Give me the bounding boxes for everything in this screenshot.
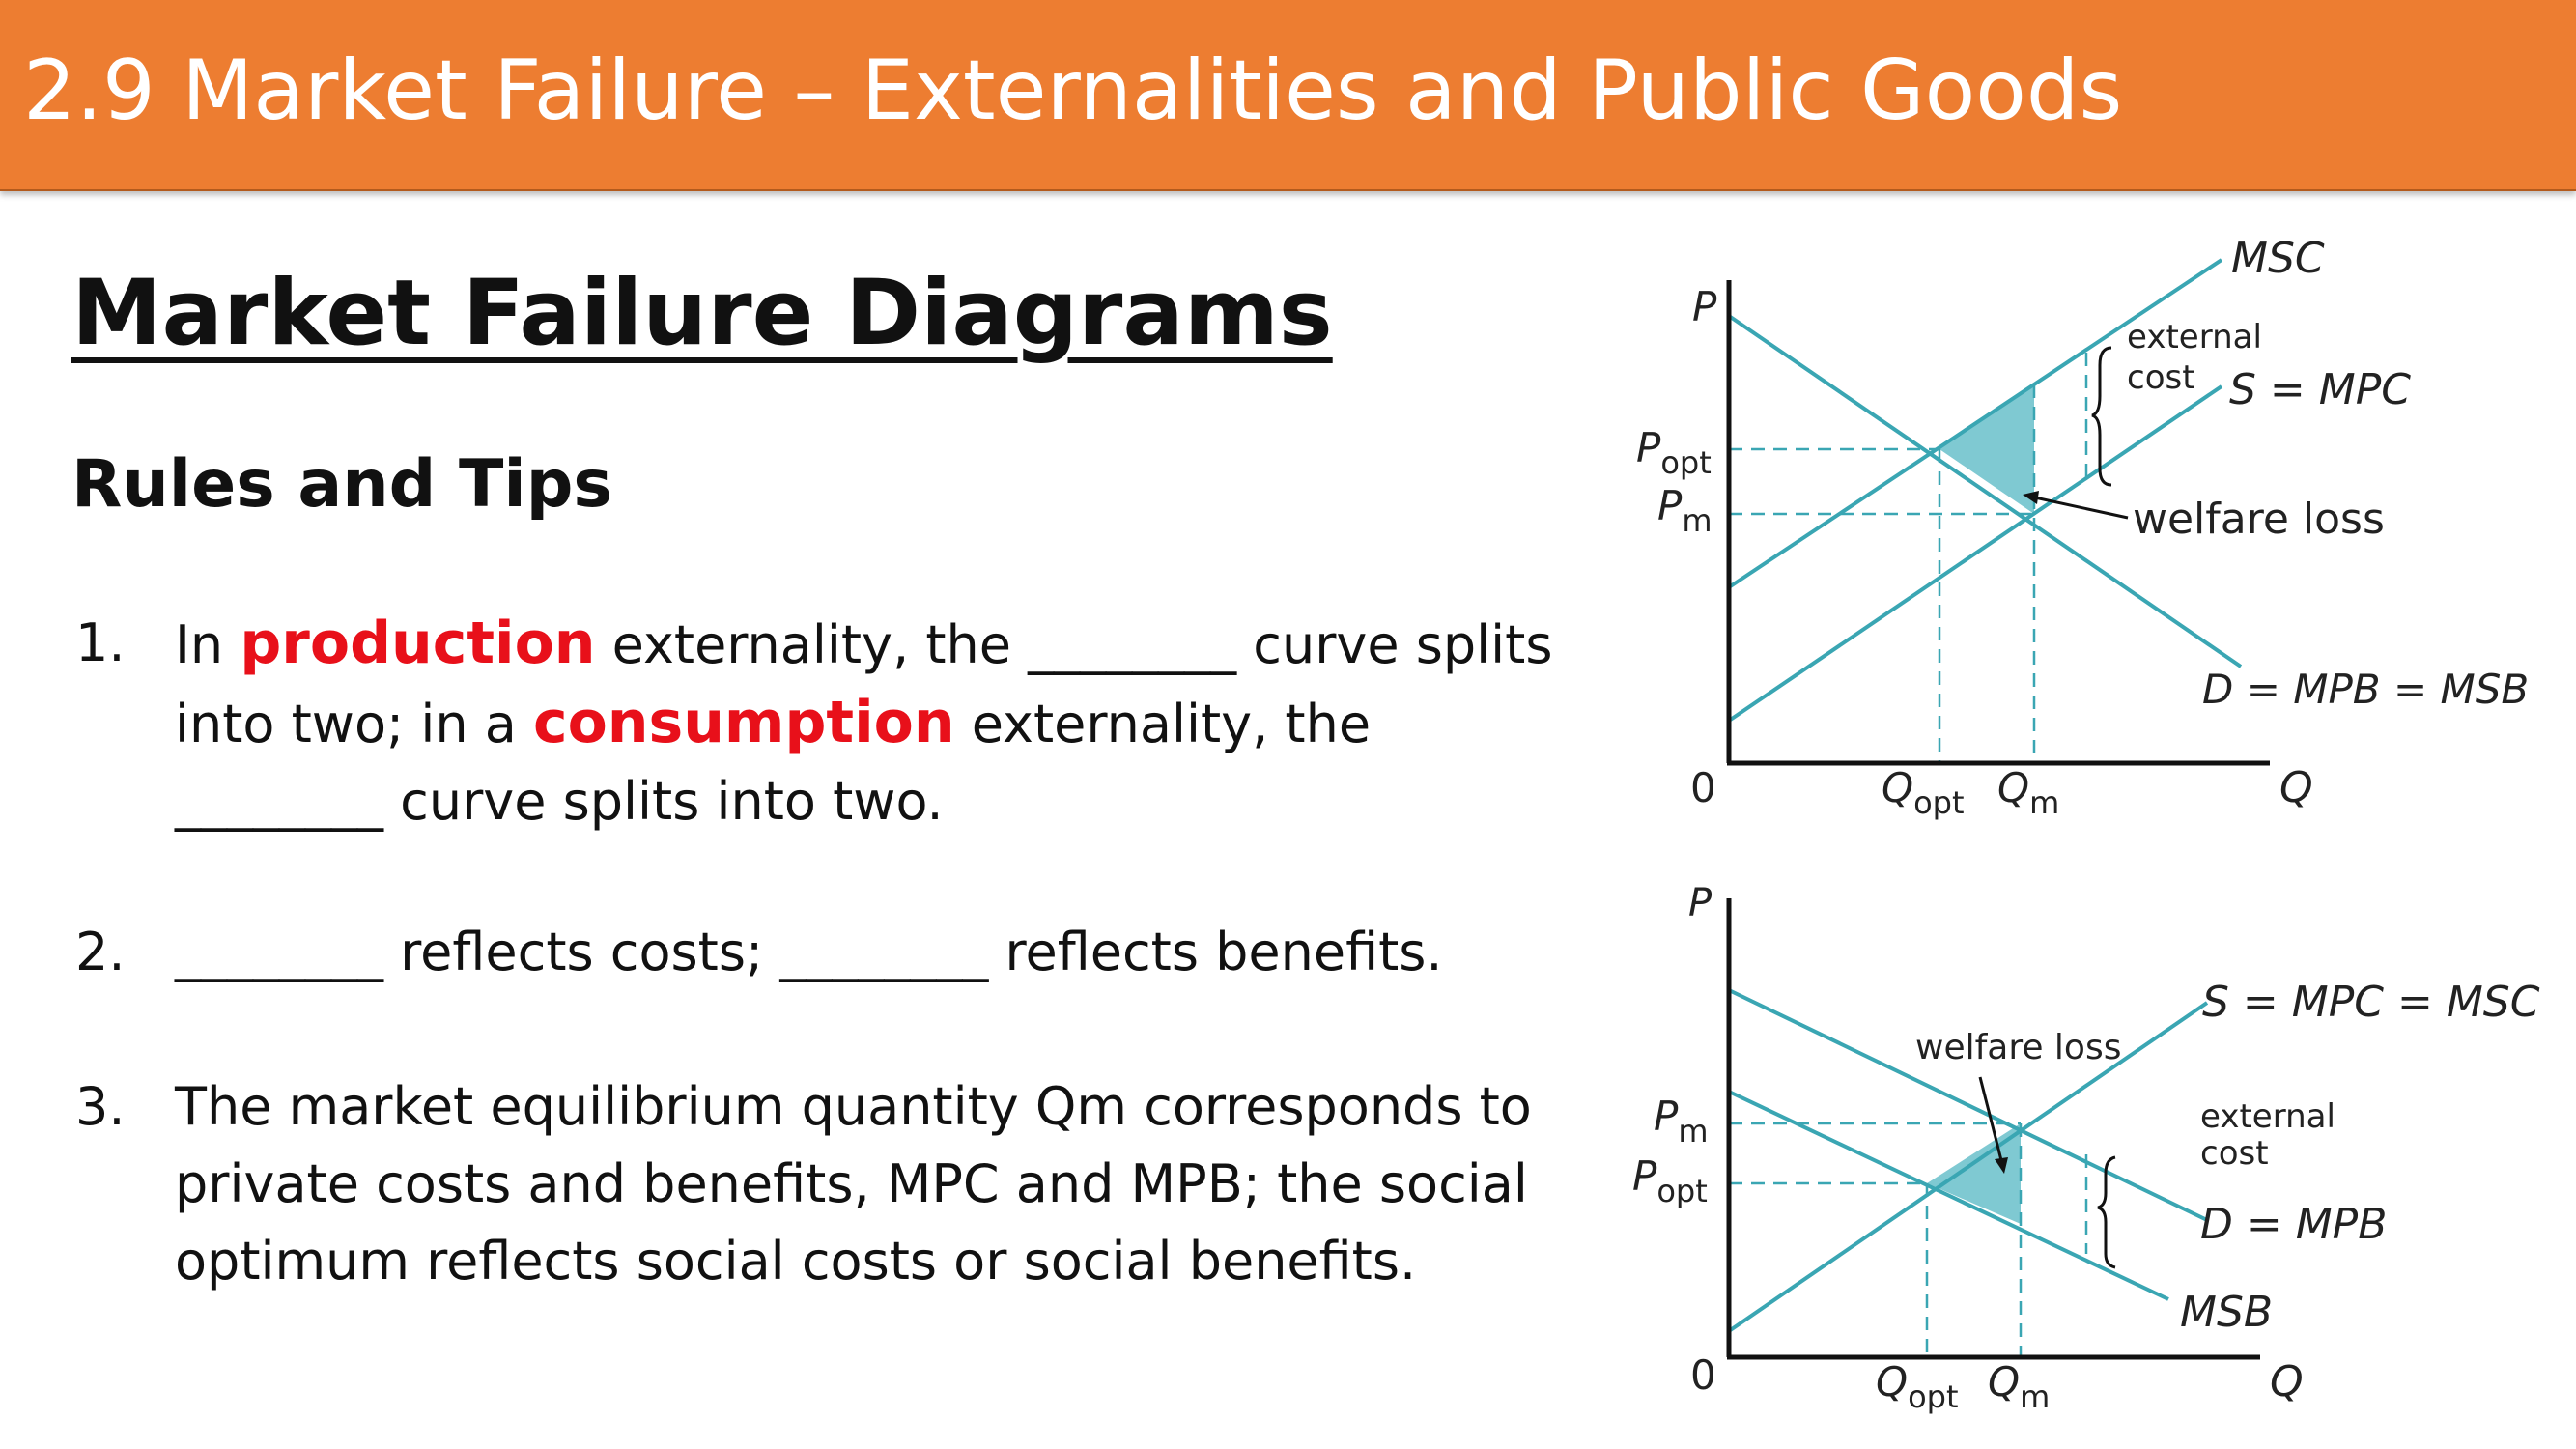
external-cost-label: cost xyxy=(2127,358,2195,397)
rule-text: ________ reflects costs; ________ reflec… xyxy=(175,922,1443,982)
rule-item-1: 1. In production externality, the ______… xyxy=(75,605,1553,837)
mpb-demand-curve xyxy=(1728,988,2208,1222)
q-opt-subscript: opt xyxy=(1913,784,1964,821)
p-opt-main: P xyxy=(1632,1152,1657,1200)
rule-number: 3. xyxy=(75,1076,126,1137)
welfare-loss-label: welfare loss xyxy=(2133,495,2385,544)
q-opt-label: Qopt xyxy=(1882,764,1965,821)
supply-mpc-label: S = MPC xyxy=(2229,365,2411,414)
external-cost-label: cost xyxy=(2200,1134,2269,1173)
origin-label: 0 xyxy=(1690,764,1716,811)
banner-title: 2.9 Market Failure – Externalities and P… xyxy=(23,43,2123,139)
diagrams-panel: P Q 0 MSC S = MPC D = MPB = MSB external… xyxy=(1632,234,2540,1415)
rule-item-3: 3. The market equilibrium quantity Qm co… xyxy=(75,1068,1553,1300)
msc-curve xyxy=(1727,258,2223,589)
welfare-loss-area xyxy=(1939,384,2034,514)
production-highlight: production xyxy=(240,610,596,677)
quantity-axis-label: Q xyxy=(2279,763,2313,812)
demand-curve xyxy=(1727,314,2243,668)
p-opt-label: Popt xyxy=(1636,424,1712,481)
mpc-supply-curve xyxy=(1727,384,2223,723)
price-axis-label: P xyxy=(1688,881,1713,925)
title-banner: 2.9 Market Failure – Externalities and P… xyxy=(0,0,2576,191)
p-m-label: Pm xyxy=(1654,1093,1709,1150)
price-axis-label: P xyxy=(1692,283,1717,330)
q-m-label: Qm xyxy=(1997,764,2059,821)
rule-text: The market equilibrium quantity Qm corre… xyxy=(175,1076,1532,1292)
p-m-main: P xyxy=(1654,1093,1679,1140)
msb-curve xyxy=(1728,1090,2169,1301)
supply-curve xyxy=(1727,1001,2209,1333)
welfare-loss-pointer xyxy=(2029,495,2129,520)
p-opt-label: Popt xyxy=(1632,1152,1708,1209)
consumption-externality-diagram: P Q 0 S = MPC = MSC D = MPB MSB external… xyxy=(1632,881,2540,1415)
q-m-label: Qm xyxy=(1988,1358,2050,1415)
msb-label: MSB xyxy=(2180,1288,2273,1337)
p-m-main: P xyxy=(1657,482,1683,529)
p-m-subscript: m xyxy=(1682,502,1712,539)
welfare-loss-label: welfare loss xyxy=(1915,1028,2121,1067)
p-m-subscript: m xyxy=(1678,1113,1708,1150)
msc-label: MSC xyxy=(2231,234,2325,283)
production-externality-diagram: P Q 0 MSC S = MPC D = MPB = MSB external… xyxy=(1636,234,2529,821)
rule-text-part: externality, the ________ curve splits i… xyxy=(175,694,1372,832)
external-cost-brace xyxy=(2097,1155,2116,1269)
welfare-loss-arrowhead xyxy=(1995,1157,2008,1174)
rule-item-2: 2. ________ reflects costs; ________ ref… xyxy=(75,914,1553,991)
supply-mpc-msc-label: S = MPC = MSC xyxy=(2202,978,2540,1027)
welfare-loss-arrowhead xyxy=(2023,491,2039,504)
p-opt-subscript: opt xyxy=(1656,1173,1707,1209)
q-opt-label: Qopt xyxy=(1876,1358,1959,1415)
q-m-main: Q xyxy=(1988,1358,2020,1406)
q-m-main: Q xyxy=(1997,764,2029,811)
external-cost-brace xyxy=(2091,346,2112,487)
external-cost-label: external xyxy=(2127,318,2262,356)
welfare-loss-pointer xyxy=(1978,1076,2004,1165)
external-cost-label: external xyxy=(2200,1097,2335,1136)
rule-text: In production externality, the ________ … xyxy=(175,605,1553,840)
q-opt-subscript: opt xyxy=(1908,1378,1958,1415)
rule-text-part: In xyxy=(175,614,241,675)
demand-mpb-label: D = MPB xyxy=(2200,1200,2387,1249)
p-opt-subscript: opt xyxy=(1660,444,1711,481)
q-opt-main: Q xyxy=(1876,1358,1908,1406)
section-subtitle: Rules and Tips xyxy=(71,446,612,523)
p-opt-main: P xyxy=(1636,424,1661,471)
q-m-subscript: m xyxy=(2020,1378,2050,1415)
rule-number: 1. xyxy=(75,612,126,673)
consumption-highlight: consumption xyxy=(533,689,955,756)
demand-label: D = MPB = MSB xyxy=(2202,666,2529,713)
p-m-label: Pm xyxy=(1657,482,1713,539)
rule-number: 2. xyxy=(75,922,126,982)
origin-label: 0 xyxy=(1690,1351,1716,1399)
quantity-axis-label: Q xyxy=(2270,1357,2304,1406)
q-m-subscript: m xyxy=(2029,784,2059,821)
rule-text-part: externality, the ________ curve splits i… xyxy=(175,614,1553,754)
slide-title: Market Failure Diagrams xyxy=(71,261,1333,366)
q-opt-main: Q xyxy=(1882,764,1913,811)
